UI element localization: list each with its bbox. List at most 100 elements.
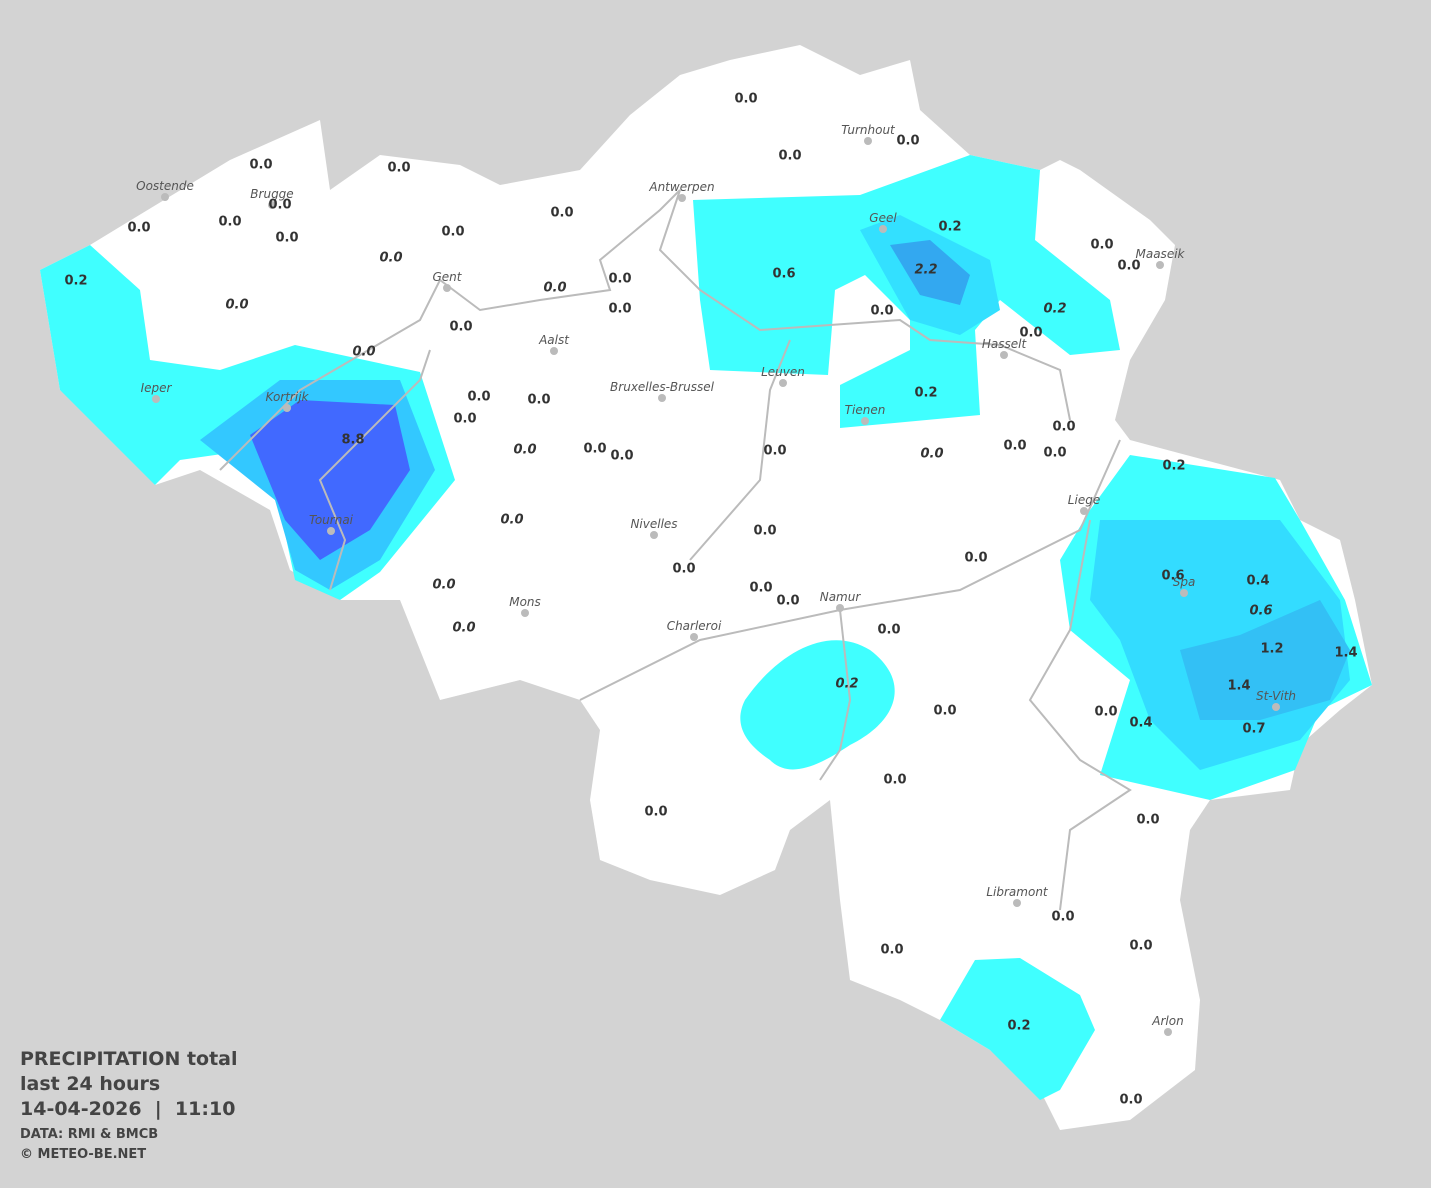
city-dot (1013, 899, 1021, 907)
station-reading: 0.0 (1129, 939, 1152, 954)
station-reading: 0.0 (763, 444, 786, 459)
city-label: Aalst (538, 333, 570, 347)
station-reading: 0.6 (1161, 569, 1184, 584)
station-reading: 0.0 (268, 198, 291, 213)
station-reading: 0.7 (1242, 722, 1265, 737)
city-dot (443, 284, 451, 292)
station-reading: 0.2 (914, 386, 937, 401)
city-label: Tournai (309, 513, 354, 527)
city-label: Liege (1068, 493, 1100, 507)
city-dot (836, 604, 844, 612)
station-reading: 2.2 (914, 263, 937, 278)
station-reading: 0.0 (225, 298, 248, 313)
station-reading: 0.0 (933, 704, 956, 719)
city-dot (1180, 589, 1188, 597)
precip-areas (40, 155, 1372, 1100)
station-reading: 0.4 (1129, 716, 1152, 731)
station-reading: 0.2 (64, 274, 87, 289)
legend-period: last 24 hours (20, 1073, 160, 1095)
station-reading: 0.0 (672, 562, 695, 577)
city-label: Ieper (141, 381, 173, 395)
city-label: Mons (509, 595, 541, 609)
city-dot (779, 379, 787, 387)
city-dot (550, 347, 558, 355)
station-reading: 0.2 (938, 220, 961, 235)
city-dot (1000, 351, 1008, 359)
station-reading: 0.0 (644, 805, 667, 820)
station-reading: 0.0 (1094, 705, 1117, 720)
city-dot (1164, 1028, 1172, 1036)
station-reading: 0.0 (1090, 238, 1113, 253)
station-reading: 0.4 (1246, 574, 1269, 589)
station-reading: 0.0 (583, 442, 606, 457)
city-label: Oostende (136, 179, 194, 193)
station-reading: 0.2 (835, 677, 858, 692)
station-reading: 0.0 (1117, 259, 1140, 274)
station-reading: 0.0 (870, 304, 893, 319)
station-reading: 0.0 (352, 345, 375, 360)
station-reading: 0.2 (1162, 459, 1185, 474)
station-reading: 0.0 (387, 161, 410, 176)
city-dot (161, 193, 169, 201)
station-reading: 8.8 (341, 433, 364, 448)
station-reading: 0.0 (877, 623, 900, 638)
station-reading: 0.0 (1051, 910, 1074, 925)
station-reading: 0.0 (453, 412, 476, 427)
city-dot (1156, 261, 1164, 269)
city-dot (864, 137, 872, 145)
city-label: Nivelles (630, 517, 677, 531)
station-reading: 0.2 (1007, 1019, 1030, 1034)
station-reading: 0.0 (964, 551, 987, 566)
legend: PRECIPITATION total last 24 hours 14-04-… (20, 1048, 238, 1162)
city-label: Hasselt (982, 337, 1028, 351)
legend-title: PRECIPITATION total (20, 1048, 238, 1070)
station-reading: 0.0 (608, 272, 631, 287)
station-reading: 1.4 (1227, 679, 1250, 694)
station-reading: 0.6 (772, 267, 795, 282)
station-reading: 0.0 (1119, 1093, 1142, 1108)
station-reading: 0.0 (778, 149, 801, 164)
rivers (219, 189, 1132, 911)
station-reading: 0.0 (608, 302, 631, 317)
city-label: Arlon (1151, 1014, 1183, 1028)
city-dot (283, 404, 291, 412)
station-reading: 0.0 (249, 158, 272, 173)
station-reading: 0.0 (749, 581, 772, 596)
station-reading: 0.2 (1043, 302, 1066, 317)
city-label: Maaseik (1136, 247, 1186, 261)
city-label: Turnhout (841, 123, 896, 137)
city-dot (1272, 703, 1280, 711)
station-reading: 0.0 (753, 524, 776, 539)
station-reading: 0.0 (275, 231, 298, 246)
city-label: Leuven (761, 365, 805, 379)
station-reading: 0.0 (883, 773, 906, 788)
city-label: Gent (433, 270, 463, 284)
city-dot (521, 609, 529, 617)
city-dot (268, 201, 276, 209)
station-reading: 0.0 (467, 390, 490, 405)
station-reading: 0.0 (432, 578, 455, 593)
station-reading: 0.0 (527, 393, 550, 408)
city-label: Charleroi (667, 619, 722, 633)
city-label: Kortrijk (266, 390, 310, 404)
city-label: St-Vith (1256, 689, 1296, 703)
station-reading: 0.0 (1043, 446, 1066, 461)
city-dot (861, 417, 869, 425)
city-dot (658, 394, 666, 402)
city-dot (1080, 507, 1088, 515)
station-reading: 0.0 (513, 443, 536, 458)
station-reading: 0.0 (500, 513, 523, 528)
station-reading: 0.0 (441, 225, 464, 240)
station-reading: 0.0 (379, 251, 402, 266)
station-reading: 0.0 (734, 92, 757, 107)
city-label: Libramont (986, 885, 1049, 899)
station-reading: 0.0 (1003, 439, 1026, 454)
city-label: Brugge (250, 187, 293, 201)
city-dot (327, 527, 335, 535)
city-label: Spa (1173, 575, 1196, 589)
city-label: Tienen (845, 403, 886, 417)
station-reading: 0.6 (1249, 604, 1272, 619)
station-reading: 0.0 (543, 281, 566, 296)
city-dot (879, 225, 887, 233)
